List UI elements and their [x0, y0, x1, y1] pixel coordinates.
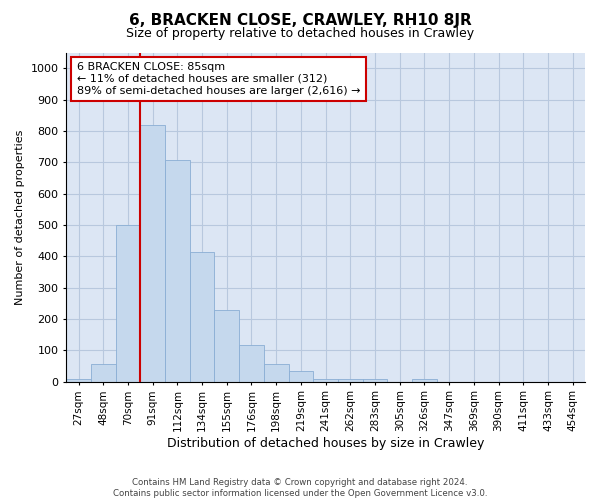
- Text: 6, BRACKEN CLOSE, CRAWLEY, RH10 8JR: 6, BRACKEN CLOSE, CRAWLEY, RH10 8JR: [128, 12, 472, 28]
- Bar: [412, 378, 437, 382]
- X-axis label: Distribution of detached houses by size in Crawley: Distribution of detached houses by size …: [167, 437, 484, 450]
- Bar: [362, 378, 388, 382]
- Bar: [239, 344, 264, 382]
- Bar: [165, 160, 190, 382]
- Bar: [91, 364, 116, 382]
- Bar: [190, 252, 214, 382]
- Text: Contains HM Land Registry data © Crown copyright and database right 2024.
Contai: Contains HM Land Registry data © Crown c…: [113, 478, 487, 498]
- Bar: [264, 364, 289, 382]
- Bar: [214, 310, 239, 382]
- Bar: [338, 378, 362, 382]
- Bar: [313, 378, 338, 382]
- Text: Size of property relative to detached houses in Crawley: Size of property relative to detached ho…: [126, 28, 474, 40]
- Bar: [116, 225, 140, 382]
- Bar: [289, 370, 313, 382]
- Bar: [66, 379, 91, 382]
- Y-axis label: Number of detached properties: Number of detached properties: [15, 130, 25, 305]
- Text: 6 BRACKEN CLOSE: 85sqm
← 11% of detached houses are smaller (312)
89% of semi-de: 6 BRACKEN CLOSE: 85sqm ← 11% of detached…: [77, 62, 360, 96]
- Bar: [140, 124, 165, 382]
